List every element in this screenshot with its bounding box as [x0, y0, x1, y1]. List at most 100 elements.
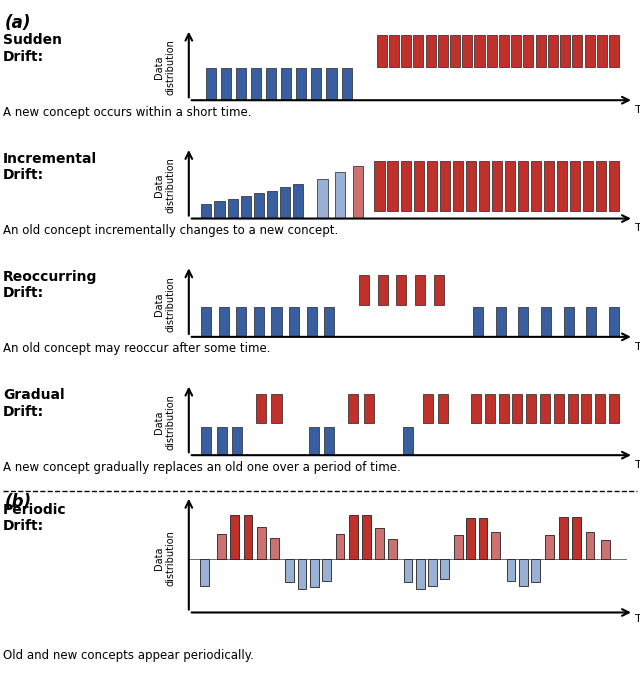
Bar — [307, 307, 317, 337]
Bar — [454, 535, 463, 558]
Bar — [596, 161, 606, 211]
Bar — [324, 307, 334, 337]
Text: Reoccurring
Drift:: Reoccurring Drift: — [3, 270, 97, 300]
Bar — [531, 161, 541, 211]
Bar — [507, 558, 515, 580]
Bar — [396, 276, 406, 305]
Bar — [462, 35, 472, 68]
Bar — [438, 394, 448, 423]
Bar — [413, 35, 424, 68]
Bar — [450, 35, 460, 68]
Bar — [440, 558, 449, 579]
Bar — [202, 204, 211, 219]
Bar — [241, 196, 251, 219]
Bar — [601, 540, 610, 558]
Text: (b): (b) — [5, 493, 32, 511]
Bar — [434, 276, 444, 305]
Bar — [486, 35, 497, 68]
Text: Data
distribution: Data distribution — [154, 276, 175, 332]
Text: Old and new concepts appear periodically.: Old and new concepts appear periodically… — [3, 649, 254, 662]
Bar — [232, 427, 242, 455]
Bar — [236, 307, 246, 337]
Bar — [540, 394, 550, 423]
Bar — [572, 517, 581, 558]
Bar — [609, 161, 619, 211]
Bar — [312, 68, 321, 100]
Bar — [219, 307, 229, 337]
Bar — [564, 307, 574, 337]
Bar — [244, 515, 252, 558]
Bar — [559, 517, 568, 558]
Bar — [401, 35, 411, 68]
Bar — [230, 515, 239, 558]
Bar — [609, 307, 619, 337]
Bar — [609, 394, 619, 423]
Bar — [548, 35, 558, 68]
Bar — [228, 199, 237, 219]
Bar — [324, 427, 334, 455]
Bar — [293, 184, 303, 219]
Bar — [479, 519, 487, 558]
Bar — [317, 179, 328, 219]
Bar — [581, 394, 591, 423]
Bar — [401, 161, 411, 211]
Bar — [205, 68, 216, 100]
Bar — [474, 35, 484, 68]
Bar — [413, 161, 424, 211]
Bar — [586, 532, 595, 558]
Bar — [257, 527, 266, 558]
Bar — [505, 161, 515, 211]
Bar — [202, 427, 211, 455]
Bar — [526, 394, 536, 423]
Bar — [536, 35, 546, 68]
Bar — [374, 161, 385, 211]
Bar — [221, 68, 231, 100]
Bar — [267, 191, 277, 219]
Bar — [492, 161, 502, 211]
Bar — [335, 534, 344, 558]
Bar — [415, 276, 425, 305]
Bar — [511, 35, 521, 68]
Bar — [416, 558, 425, 589]
Bar — [322, 558, 331, 580]
Bar — [280, 187, 291, 219]
Text: An old concept incrementally changes to a new concept.: An old concept incrementally changes to … — [3, 224, 339, 237]
Bar — [236, 68, 246, 100]
Bar — [479, 161, 489, 211]
Bar — [524, 35, 534, 68]
Text: A new concept gradually replaces an old one over a period of time.: A new concept gradually replaces an old … — [3, 461, 401, 474]
Bar — [518, 307, 529, 337]
Bar — [359, 276, 369, 305]
Bar — [499, 35, 509, 68]
Bar — [584, 35, 595, 68]
Bar — [377, 35, 387, 68]
Bar — [214, 201, 225, 219]
Bar — [266, 68, 276, 100]
Bar — [270, 538, 278, 558]
Bar — [218, 534, 226, 558]
Bar — [544, 161, 554, 211]
Bar — [467, 519, 475, 558]
Bar — [496, 307, 506, 337]
Bar — [202, 307, 211, 337]
Bar — [349, 515, 358, 558]
Bar — [572, 35, 582, 68]
Bar — [404, 558, 412, 582]
Bar — [271, 307, 282, 337]
Text: (a): (a) — [5, 14, 31, 32]
Bar — [428, 558, 437, 585]
Bar — [348, 394, 358, 423]
Text: Time: Time — [635, 105, 640, 115]
Bar — [271, 394, 282, 423]
Bar — [545, 535, 554, 558]
Bar — [375, 528, 384, 558]
Bar — [285, 558, 294, 582]
Bar — [387, 161, 397, 211]
Bar — [595, 394, 605, 423]
Bar — [326, 68, 337, 100]
Bar — [568, 394, 578, 423]
Text: Incremental
Drift:: Incremental Drift: — [3, 152, 97, 182]
Bar — [586, 307, 596, 337]
Bar — [422, 394, 433, 423]
Bar — [254, 307, 264, 337]
